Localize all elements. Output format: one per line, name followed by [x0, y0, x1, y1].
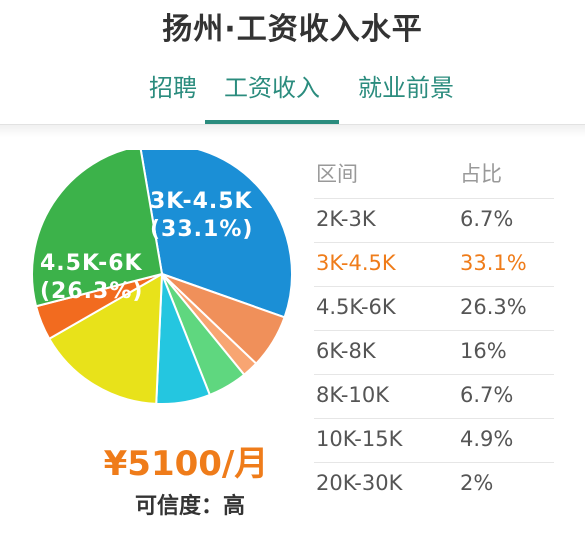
pie-label-percent: (33.1%) — [150, 217, 254, 242]
table-row: 10K-15K 4.9% — [314, 418, 554, 463]
ratio-cell: 4.9% — [460, 427, 514, 451]
pie-slice — [47, 272, 164, 405]
table-row: 2K-3K 6.7% — [314, 198, 554, 243]
range-cell: 10K-15K — [316, 427, 403, 451]
pie-label-range: 3K-4.5K — [150, 189, 253, 214]
section-shadow — [0, 125, 585, 137]
pie-label-percent: (26.3%) — [40, 279, 144, 304]
table-row: 20K-30K 2% — [314, 462, 554, 507]
table-row: 8K-10K 6.7% — [314, 374, 554, 419]
range-cell: 4.5K-6K — [316, 295, 396, 319]
active-tab-indicator — [205, 120, 339, 124]
pie-label-range: 4.5K-6K — [40, 251, 143, 276]
tab-bar: 招聘 工资收入 就业前景 — [0, 68, 585, 120]
ratio-cell: 6.7% — [460, 207, 514, 231]
pie-svg — [31, 143, 293, 405]
header-ratio: 占比 — [460, 162, 502, 186]
pie-label-4-5k-6k: 4.5K-6K (26.3%) — [40, 250, 143, 306]
average-salary: ¥5100/月 — [103, 444, 269, 484]
salary-pie-chart: 3K-4.5K (33.1%) 4.5K-6K (26.3%) — [0, 143, 310, 430]
range-cell: 20K-30K — [316, 471, 403, 495]
table-row: 3K-4.5K 33.1% — [314, 242, 554, 287]
ratio-cell: 6.7% — [460, 383, 514, 407]
ratio-cell: 2% — [460, 471, 494, 495]
header-range: 区间 — [316, 162, 358, 186]
ratio-cell: 16% — [460, 339, 507, 363]
range-cell: 2K-3K — [316, 207, 376, 231]
tab-employment-outlook[interactable]: 就业前景 — [358, 74, 454, 102]
range-cell: 3K-4.5K — [316, 251, 396, 275]
table-row: 4.5K-6K 26.3% — [314, 286, 554, 331]
range-cell: 6K-8K — [316, 339, 376, 363]
ratio-cell: 33.1% — [460, 251, 527, 275]
pie-label-3k-4-5k: 3K-4.5K (33.1%) — [150, 188, 253, 244]
tab-recruitment[interactable]: 招聘 — [149, 74, 197, 102]
pie-slice — [31, 144, 164, 308]
tab-divider — [0, 124, 585, 125]
page-title: 扬州·工资收入水平 — [162, 12, 423, 47]
tab-salary[interactable]: 工资收入 — [224, 74, 320, 102]
table-row: 6K-8K 16% — [314, 330, 554, 375]
ratio-cell: 26.3% — [460, 295, 527, 319]
range-cell: 8K-10K — [316, 383, 389, 407]
credibility-rating: 可信度：高 — [134, 494, 245, 519]
